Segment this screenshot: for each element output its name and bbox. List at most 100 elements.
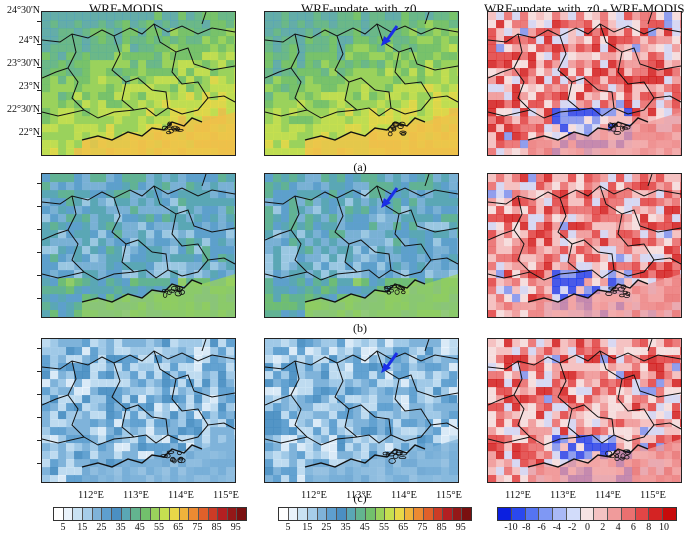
colorbar-swatch [608,508,622,520]
colorbar-absolute-col2-label: 5 [285,522,291,533]
location-arrow-icon [381,352,399,373]
lon-label-115-col2: 115°E [436,490,462,501]
colorbar-swatch [580,508,595,520]
colorbar-swatch [279,508,289,520]
lon-label-114-col1: 114°E [168,490,194,501]
colorbar-swatch [346,508,357,520]
location-arrow-icon [381,25,399,46]
colorbar-swatch [131,508,141,520]
colorbar-swatch [394,508,405,520]
colorbar-absolute-col2-label: 55 [379,522,389,533]
lat-tick [37,183,41,184]
lat-label-22: 22°N [18,127,40,138]
colorbar-absolute-col1-label: 5 [60,522,66,533]
colorbar-swatch [385,508,395,520]
colorbar-swatch [539,508,554,520]
colorbar-absolute-col2-label: 15 [302,522,313,533]
colorbar-swatch [462,508,472,520]
colorbar-absolute-col2-label: 45 [359,522,370,533]
colorbar-absolute-col2 [278,507,472,521]
colorbar-swatch [452,508,463,520]
colorbar-swatch [111,508,122,520]
colorbar-difference-label: -8 [522,522,531,533]
colorbar-difference-label: -6 [537,522,546,533]
map-panel-row-a-col-1 [41,11,236,156]
colorbar-absolute-col2-label: 95 [455,522,466,533]
colorbar-absolute-col1-label: 85 [211,522,222,533]
colorbar-swatch [160,508,170,520]
colorbar-swatch [198,508,209,520]
colorbar-swatch [443,508,453,520]
lat-tick [37,463,41,464]
map-panel-row-c-col-3 [487,338,682,483]
map-panel-row-c-col-1 [41,338,236,483]
colorbar-swatch [423,508,434,520]
lat-label-22-30: 22°30'N [6,104,40,115]
lat-tick [37,417,41,418]
colorbar-swatch [635,508,650,520]
colorbar-absolute-col1-label: 35 [115,522,126,533]
row-label-c: (c) [353,491,367,505]
colorbar-swatch [553,508,567,520]
lon-label-115-col3: 115°E [640,490,666,501]
colorbar-swatch [102,508,112,520]
colorbar-swatch [121,508,132,520]
map-panel-row-a-col-3 [487,11,682,156]
colorbar-swatch [621,508,636,520]
lat-tick [37,348,41,349]
lat-tick [37,136,41,137]
colorbar-swatch [525,508,540,520]
colorbar-absolute-col2-label: 35 [340,522,351,533]
colorbar-difference-label: 6 [630,522,636,533]
colorbar-difference-label: 8 [646,522,652,533]
colorbar-absolute-col2-label: 75 [417,522,428,533]
map-panel-row-a-col-2 [264,11,459,156]
colorbar-difference-label: 4 [615,522,621,533]
colorbar-swatch [498,508,512,520]
map-panel-row-b-col-3 [487,173,682,318]
colorbar-swatch [649,508,664,520]
colorbar-absolute-col1-label: 15 [77,522,88,533]
lat-tick [37,206,41,207]
lat-tick [37,113,41,114]
colorbar-swatch [140,508,151,520]
colorbar-swatch [179,508,190,520]
lat-tick [37,21,41,22]
colorbar-absolute-col1-label: 65 [173,522,184,533]
colorbar-absolute-col2-label: 85 [436,522,447,533]
map-panel-row-b-col-1 [41,173,236,318]
colorbar-swatch [63,508,74,520]
colorbar-swatch [663,508,676,520]
lon-label-113-col2: 113°E [346,490,372,501]
colorbar-absolute-col1-label: 25 [96,522,107,533]
colorbar-swatch [82,508,93,520]
colorbar-absolute-col2-label: 65 [398,522,409,533]
colorbar-difference-label: 10 [659,522,669,533]
colorbar-swatch [227,508,238,520]
row-label-b: (b) [353,321,367,335]
lat-tick [37,298,41,299]
colorbar-swatch [54,508,64,520]
colorbar-difference-label: -10 [504,522,518,533]
lon-label-112-col2: 112°E [301,490,327,501]
colorbar-swatch [92,508,103,520]
lat-tick [37,229,41,230]
colorbar-absolute-col1 [53,507,247,521]
colorbar-swatch [169,508,180,520]
colorbar-swatch [218,508,228,520]
colorbar-swatch [189,508,199,520]
colorbar-swatch [288,508,299,520]
colorbar-swatch [237,508,247,520]
lat-tick [37,371,41,372]
colorbar-swatch [414,508,424,520]
colorbar-swatch [433,508,444,520]
lat-tick [37,275,41,276]
colorbar-swatch [404,508,415,520]
lat-label-23-30: 23°30'N [6,58,40,69]
colorbar-swatch [317,508,328,520]
colorbar-swatch [298,508,308,520]
lat-tick [37,90,41,91]
colorbar-absolute-col1-label: 45 [134,522,145,533]
location-arrow-icon [381,187,399,208]
lat-tick [37,440,41,441]
